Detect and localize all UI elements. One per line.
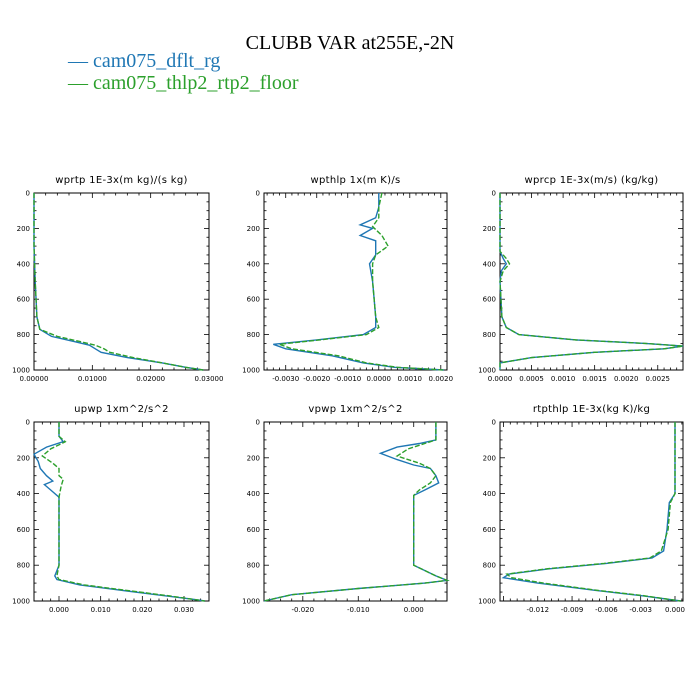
- y-tick-label: 0: [492, 190, 496, 198]
- plot-frame: [33, 192, 210, 371]
- y-tick-label: 600: [17, 296, 30, 304]
- chart-panel-4: upwp 1xm^2/s^2 0 200 400 600 800 1000 0.000 0.01…: [12, 404, 210, 614]
- y-tick-label: 400: [247, 260, 260, 268]
- x-tick-label: -0.003: [629, 606, 652, 614]
- legend-line-marker: —: [68, 50, 93, 72]
- y-tick-label: 400: [483, 260, 496, 268]
- y-tick-label: 800: [483, 331, 496, 339]
- x-tick-label: 0.01000: [78, 375, 107, 383]
- x-tick-label: 0.0010: [551, 375, 576, 383]
- x-tick-label: -0.012: [526, 606, 549, 614]
- x-tick-label: 0.000: [49, 606, 69, 614]
- x-tick-label: 0.0020: [429, 375, 454, 383]
- chart-panel-3: wprcp 1E-3x(m/s) (kg/kg) 0 200 400 600 800 100…: [478, 175, 684, 383]
- chart-title: wpthlp 1x(m K)/s: [310, 175, 400, 186]
- series-line-thlp2-rtp2-floor: [263, 422, 450, 602]
- x-tick-label: -0.0010: [334, 375, 361, 383]
- x-tick-label: -0.0020: [303, 375, 330, 383]
- x-tick-label: 0.00000: [20, 375, 49, 383]
- x-tick-label: -0.009: [561, 606, 584, 614]
- legend-label: cam075_thlp2_rtp2_floor: [93, 72, 299, 94]
- y-tick-label: 400: [483, 490, 496, 498]
- chart-title: vpwp 1xm^2/s^2: [308, 404, 402, 415]
- chart-title: wprtp 1E-3x(m kg)/(s kg): [55, 175, 187, 186]
- chart-title: upwp 1xm^2/s^2: [74, 404, 169, 415]
- x-tick-label: 0.0025: [646, 375, 671, 383]
- legend-item-dflt-rg: — cam075_dflt_rg: [68, 50, 220, 73]
- y-tick-label: 200: [483, 225, 496, 233]
- plot-frame: [263, 421, 448, 602]
- y-tick-label: 800: [17, 562, 30, 570]
- y-tick-label: 400: [247, 490, 260, 498]
- x-tick-label: 0.000: [665, 606, 685, 614]
- y-tick-label: 200: [17, 225, 30, 233]
- chart-title: wprcp 1E-3x(m/s) (kg/kg): [525, 175, 659, 186]
- y-tick-label: 1000: [478, 598, 496, 606]
- y-tick-label: 600: [17, 526, 30, 534]
- y-tick-label: 200: [247, 225, 260, 233]
- y-tick-label: 1000: [478, 367, 496, 375]
- y-tick-label: 400: [17, 260, 30, 268]
- series-line-thlp2-rtp2-floor: [33, 193, 204, 371]
- chart-panel-1: wprtp 1E-3x(m kg)/(s kg) 0 200 400 600 800 100…: [12, 175, 223, 383]
- x-tick-label: -0.006: [595, 606, 618, 614]
- y-tick-label: 0: [26, 190, 30, 198]
- x-tick-label: 0.020: [132, 606, 152, 614]
- legend-label: cam075_dflt_rg: [93, 50, 221, 72]
- y-tick-label: 0: [26, 419, 30, 427]
- x-tick-label: -0.020: [292, 606, 315, 614]
- x-tick-label: 0.0020: [614, 375, 639, 383]
- chart-panel-5: vpwp 1xm^2/s^2 0 200 400 600 800 1000 -0.020 -0.…: [242, 404, 450, 614]
- series-line-dflt-rg: [273, 193, 444, 371]
- y-tick-label: 600: [247, 296, 260, 304]
- series-line-thlp2-rtp2-floor: [499, 193, 684, 370]
- series-line-thlp2-rtp2-floor: [41, 422, 205, 602]
- x-tick-label: 0.02000: [136, 375, 165, 383]
- y-tick-label: 0: [492, 419, 496, 427]
- y-tick-label: 1000: [12, 598, 30, 606]
- y-tick-label: 800: [17, 331, 30, 339]
- legend-item-floor: — cam075_thlp2_rtp2_floor: [68, 72, 299, 95]
- x-tick-label: 0.0000: [488, 375, 513, 383]
- y-tick-label: 800: [247, 562, 260, 570]
- y-tick-label: 600: [247, 526, 260, 534]
- x-tick-label: -0.0030: [272, 375, 299, 383]
- y-tick-label: 1000: [12, 367, 30, 375]
- series-line-dflt-rg: [263, 422, 450, 602]
- legend-line-marker: —: [68, 72, 93, 94]
- y-tick-label: 200: [483, 454, 496, 462]
- plot-frame: [33, 421, 210, 602]
- series-line-dflt-rg: [501, 422, 681, 602]
- series-line-thlp2-rtp2-floor: [279, 192, 444, 371]
- x-tick-label: 0.03000: [195, 375, 224, 383]
- x-tick-label: 0.010: [91, 606, 111, 614]
- plot-frame: [499, 421, 684, 602]
- y-tick-label: 0: [256, 190, 260, 198]
- y-tick-label: 0: [256, 419, 260, 427]
- series-line-thlp2-rtp2-floor: [505, 422, 681, 602]
- x-tick-label: 0.030: [174, 606, 194, 614]
- chart-panel-2: wpthlp 1x(m K)/s 0 200 400 600 800 1000 -0.0030…: [242, 175, 453, 383]
- y-tick-label: 600: [483, 296, 496, 304]
- chart-panel-6: rtpthlp 1E-3x(kg K)/kg 0 200 400 600 800 1000 -…: [478, 404, 685, 614]
- x-tick-label: -0.010: [347, 606, 370, 614]
- y-tick-label: 200: [17, 454, 30, 462]
- series-line-dflt-rg: [499, 193, 684, 370]
- x-tick-label: 0.0005: [519, 375, 544, 383]
- y-tick-label: 400: [17, 490, 30, 498]
- y-tick-label: 600: [483, 526, 496, 534]
- y-tick-label: 800: [483, 562, 496, 570]
- y-tick-label: 800: [247, 331, 260, 339]
- chart-title: rtpthlp 1E-3x(kg K)/kg: [533, 404, 650, 415]
- y-tick-label: 1000: [242, 367, 260, 375]
- series-line-dflt-rg: [33, 193, 204, 371]
- page-title: CLUBB VAR at255E,-2N: [245, 32, 455, 54]
- x-tick-label: 0.0015: [582, 375, 607, 383]
- y-tick-label: 1000: [242, 598, 260, 606]
- y-tick-label: 200: [247, 454, 260, 462]
- x-tick-label: 0.0010: [398, 375, 423, 383]
- x-tick-label: 0.0000: [367, 375, 392, 383]
- x-tick-label: 0.000: [404, 606, 424, 614]
